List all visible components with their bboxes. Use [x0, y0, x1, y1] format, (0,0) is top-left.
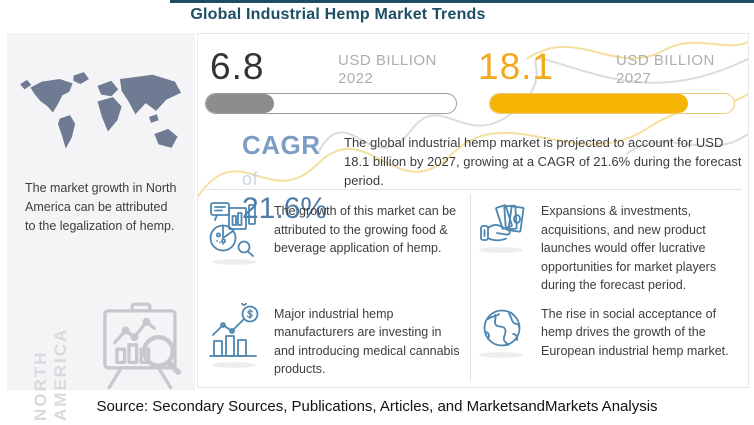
- page-title: Global Industrial Hemp Market Trends: [190, 6, 486, 23]
- growth-chart-icon: [209, 302, 259, 368]
- map-asia: [119, 74, 181, 115]
- cagr-of: of: [242, 169, 259, 189]
- market-stats-panel: 6.8 USD BILLION 2022 18.1 USD BILLION 20…: [197, 33, 749, 388]
- presentation-board-icon: [103, 302, 181, 390]
- progress-fill-2027: [490, 94, 688, 113]
- source-line: Source: Secondary Sources, Publications,…: [96, 398, 658, 415]
- investment-cash-icon: [479, 204, 525, 253]
- market-value-2022: 6.8: [210, 46, 265, 87]
- highlight-text: The rise in social acceptance of hemp dr…: [541, 306, 729, 358]
- highlight-expansions: Expansions & investments, acquisitions, …: [471, 194, 746, 297]
- region-panel: The market growth in North America can b…: [7, 33, 195, 421]
- market-summary: The global industrial hemp market is pro…: [344, 135, 742, 188]
- year-text: 2027: [616, 70, 652, 87]
- unit-text: USD BILLION: [338, 52, 437, 69]
- map-se-asia: [149, 114, 159, 123]
- year-text: 2022: [338, 70, 374, 87]
- highlight-food-beverage: The growth of this market can be attribu…: [204, 194, 471, 297]
- cagr-label: CAGR: [242, 130, 321, 160]
- progress-bar-2022: [205, 93, 457, 114]
- unit-text: USD BILLION: [616, 52, 715, 69]
- market-unit-2022: USD BILLION 2022: [338, 52, 437, 88]
- region-label: NORTH AMERICA: [31, 327, 70, 421]
- map-south-america: [58, 115, 76, 149]
- progress-fill-2022: [206, 94, 274, 113]
- map-australia: [154, 128, 178, 148]
- highlight-text: Expansions & investments, acquisitions, …: [541, 204, 717, 292]
- map-north-america: [30, 79, 73, 113]
- map-africa: [97, 97, 122, 132]
- map-europe: [97, 80, 119, 97]
- region-note: The market growth in North America can b…: [25, 181, 177, 233]
- market-analytics-icon: [209, 202, 256, 265]
- highlight-european-market: The rise in social acceptance of hemp dr…: [471, 297, 746, 381]
- highlight-text: Major industrial hemp manufacturers are …: [274, 306, 460, 377]
- map-greenland: [73, 72, 89, 85]
- map-alaska: [20, 79, 32, 90]
- globe-icon: [479, 309, 523, 358]
- market-value-2027: 18.1: [478, 46, 555, 87]
- progress-bar-2027: [489, 93, 735, 114]
- market-unit-2027: USD BILLION 2027: [616, 52, 715, 88]
- highlight-medical-cannabis: Major industrial hemp manufacturers are …: [204, 296, 471, 381]
- top-accent-rule: [170, 0, 754, 3]
- highlight-text: The growth of this market can be attribu…: [274, 204, 457, 255]
- section-divider: [206, 189, 742, 190]
- world-map-image: [20, 72, 181, 149]
